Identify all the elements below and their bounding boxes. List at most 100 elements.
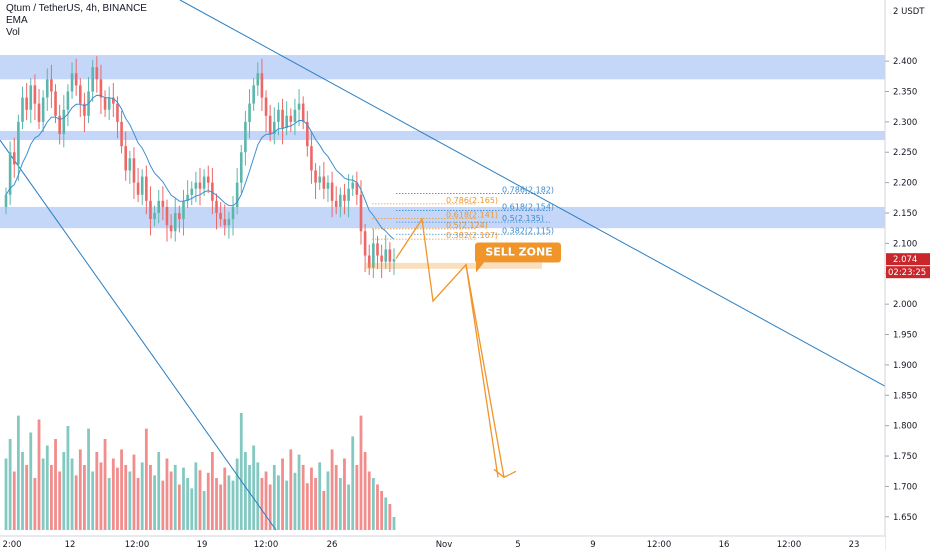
candle-body (351, 182, 355, 189)
fib-blue-label: 0.382(2.115) (502, 226, 554, 235)
volume-bar (384, 497, 388, 530)
candle-body (190, 188, 194, 195)
candle-body (380, 255, 383, 262)
volume-bar (227, 475, 231, 530)
candles (4, 56, 396, 279)
volume-bar (235, 458, 239, 530)
candle-body (91, 67, 94, 92)
volume-bar (248, 465, 251, 530)
candle-body (99, 79, 103, 98)
candle-body (392, 259, 396, 262)
volume-bar (95, 452, 99, 530)
candle-body (363, 231, 367, 256)
candle-body (161, 200, 165, 207)
volume-bar (318, 462, 322, 530)
price-tick-label: 2.250 (893, 148, 917, 158)
volume-bar (124, 465, 128, 530)
candle-body (301, 103, 305, 122)
candle-body (252, 85, 255, 104)
candle-body (281, 109, 284, 128)
volume-bar (198, 470, 202, 530)
fib-blue-label: 0.5(2.135) (502, 214, 544, 223)
candle-body (45, 79, 49, 98)
candle-body (25, 97, 28, 110)
time-tick-label: 12:00 (647, 540, 672, 550)
volume-bar (363, 452, 367, 530)
price-axis[interactable]: 2 USDT 2.400 2.350 2.300 2.250 2.200 2.150 2.10… (884, 0, 932, 550)
candle-body (112, 97, 115, 104)
volume-bar (210, 452, 214, 530)
price-tick-label: 1.700 (893, 482, 917, 492)
candle-body (264, 97, 268, 116)
fib-blue-label: 0.786(2.182) (502, 186, 554, 195)
price-tick-label: 2.000 (893, 300, 917, 310)
ema-line (5, 94, 395, 240)
candle-body (310, 146, 313, 171)
volume-bar (272, 465, 276, 530)
volume-bar (111, 458, 115, 530)
candle-body (169, 225, 173, 232)
volume-bar (343, 458, 346, 530)
chart-info: Qtum / TetherUS, 4h, BINANCE EMA Vol (6, 3, 147, 39)
candle-body (153, 213, 156, 220)
volume-bar (380, 491, 384, 530)
volume-bar (206, 472, 210, 530)
candle-body (173, 213, 177, 232)
candle-body (343, 194, 346, 201)
price-tick-label: 1.750 (893, 452, 917, 462)
symbol-line: Qtum / TetherUS, 4h, BINANCE (6, 3, 147, 14)
volume-bar (25, 465, 29, 530)
volume-bar (50, 465, 53, 530)
candle-body (326, 182, 330, 189)
candle-body (107, 97, 111, 110)
fib-orange-label: 0.786(2.165) (446, 196, 498, 205)
candle-body (165, 206, 169, 226)
volume-bar (285, 480, 289, 530)
candle-body (70, 73, 74, 92)
volume-bar (91, 471, 95, 530)
volume-bar (392, 517, 396, 530)
volume-bar (153, 475, 156, 530)
ema-label: EMA (6, 15, 28, 26)
volume-bar (388, 504, 392, 530)
volume-bar (268, 484, 272, 530)
volume-bar (322, 491, 326, 530)
time-axis[interactable]: 2:00 12 12:00 19 12:00 26 Nov 5 9 12:00 16 12:00 23 (0, 535, 885, 550)
candle-body (314, 170, 317, 183)
volume-bar (194, 462, 198, 530)
volume-bar (33, 478, 37, 530)
volume-bar (371, 478, 375, 530)
time-tick-label: 12 (65, 540, 76, 550)
candle-body (388, 249, 392, 262)
candle-body (285, 115, 288, 128)
price-tick-label: 1.800 (893, 422, 917, 432)
candle-body (334, 200, 338, 207)
volume-bar (83, 465, 86, 530)
volume-bar (376, 484, 379, 530)
candle-body (306, 121, 309, 147)
volume-bar (128, 471, 132, 530)
price-tick-label: 1.850 (893, 391, 917, 401)
price-tick-label: 2.300 (893, 118, 917, 128)
time-tick-label: Nov (436, 540, 453, 550)
time-tick-label: 12:00 (254, 540, 279, 550)
candle-body (260, 73, 264, 98)
candle-body (322, 176, 326, 189)
fib-orange-label: 0.618(2.141) (446, 210, 498, 219)
candle-body (256, 73, 260, 86)
candle-body (4, 194, 8, 207)
volume-bar (132, 454, 136, 530)
candle-body (103, 97, 107, 110)
candle-body (66, 91, 70, 110)
countdown-label: 02:23:25 (888, 268, 926, 278)
volume-bar (41, 458, 45, 530)
candle-body (339, 194, 342, 207)
axis-unit: 2 USDT (893, 7, 925, 17)
volume-bar (140, 462, 144, 530)
candle-body (50, 79, 53, 92)
volume-bar (21, 452, 24, 530)
candle-body (268, 115, 272, 135)
support-zones (0, 55, 885, 229)
candle-body (149, 200, 152, 220)
